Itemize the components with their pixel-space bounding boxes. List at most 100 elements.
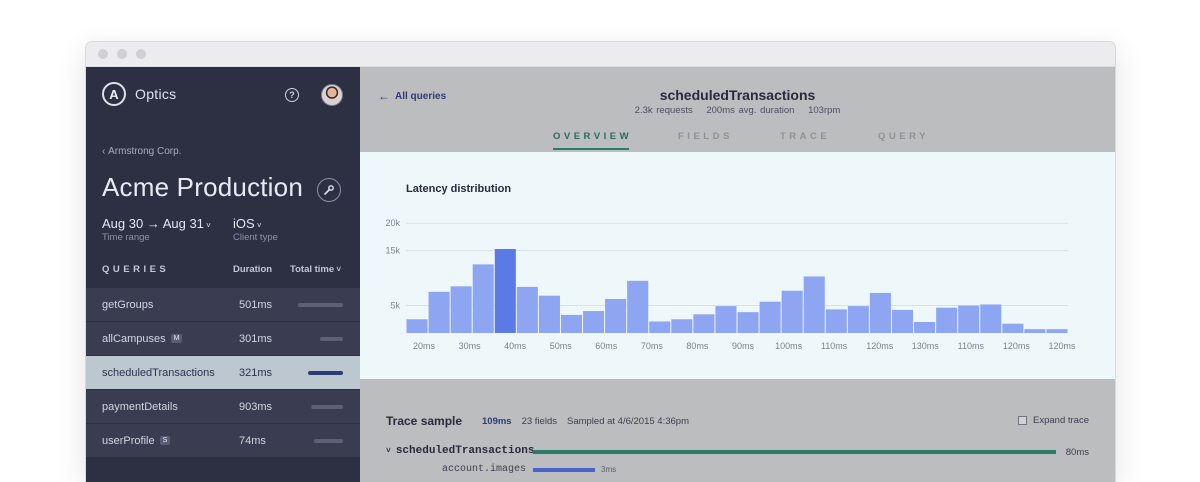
back-to-all-queries-link[interactable]: ← All queries [378, 89, 446, 103]
total-time-bar [297, 370, 343, 375]
latency-bar[interactable] [1002, 323, 1024, 333]
latency-bar[interactable] [560, 314, 583, 333]
latency-bar[interactable] [869, 292, 891, 333]
help-icon[interactable]: ? [285, 88, 299, 102]
latency-bar[interactable] [1046, 329, 1068, 333]
latency-bar[interactable] [605, 298, 627, 333]
tab-trace[interactable]: TRACE [780, 131, 831, 142]
trace-sample-panel: Trace sample 109ms 23 fields Sampled at … [360, 379, 1115, 482]
settings-button[interactable] [317, 178, 341, 202]
trace-sampled-at: Sampled at 4/6/2015 4:36pm [566, 416, 689, 427]
latency-bar[interactable] [627, 280, 649, 333]
latency-bar[interactable] [715, 306, 737, 333]
tab-fields[interactable]: FIELDS [678, 131, 733, 142]
latency-bar[interactable] [759, 301, 781, 333]
tab-query[interactable]: QUERY [878, 131, 929, 142]
total-time-bar [297, 438, 343, 443]
latency-bar[interactable] [936, 307, 958, 333]
latency-bar[interactable] [406, 319, 428, 333]
latency-bar[interactable] [450, 286, 472, 333]
trace-duration: 109ms [482, 416, 512, 427]
trace-root-row[interactable]: ˅ scheduledTransactions [386, 445, 534, 457]
x-tick-label: 80ms [686, 341, 709, 351]
expand-trace-toggle[interactable]: Expand trace [1018, 415, 1089, 426]
latency-bar[interactable] [516, 286, 538, 333]
window-close-dot[interactable] [98, 49, 108, 59]
query-row-getgroups[interactable]: getGroups 501ms [86, 288, 360, 322]
trace-child-duration: 3ms [601, 465, 617, 474]
total-time-column-header[interactable]: Total time ˅ [290, 264, 341, 275]
latency-bar[interactable] [891, 309, 914, 333]
latency-bar[interactable] [847, 306, 869, 333]
trace-child-name: account.images [442, 464, 527, 475]
y-tick-label: 5k [390, 301, 400, 311]
expand-trace-checkbox[interactable] [1018, 416, 1028, 425]
brand-name: Optics [135, 86, 177, 102]
latency-bar[interactable] [538, 295, 560, 333]
total-time-bar [297, 302, 343, 307]
window-minimize-dot[interactable] [117, 49, 127, 59]
back-link-label: All queries [395, 90, 447, 102]
latency-bar[interactable] [958, 305, 980, 333]
trace-child-bar [533, 468, 595, 472]
latency-bar[interactable] [803, 276, 825, 333]
latency-bar[interactable] [671, 319, 693, 333]
breadcrumb[interactable]: ‹ Armstrong Corp. [102, 146, 181, 157]
stat-rpm: 103rpm [808, 105, 841, 116]
tab-bar: OVERVIEW FIELDS TRACE QUERY [360, 131, 1115, 151]
query-duration: 301ms [239, 332, 273, 345]
avatar[interactable] [321, 84, 343, 106]
sidebar: A Optics ? ‹ Armstrong Corp. Acme Produc… [86, 67, 360, 482]
trace-meta: 109ms 23 fields Sampled at 4/6/2015 4:36… [482, 416, 689, 427]
total-time-label: Total time [290, 264, 335, 275]
query-row-paymentdetails[interactable]: paymentDetails 903ms [86, 390, 360, 424]
latency-bar[interactable] [649, 321, 671, 333]
x-tick-label: 70ms [641, 341, 664, 351]
query-badge: S [159, 436, 171, 445]
latency-bar[interactable] [980, 304, 1002, 333]
latency-bar[interactable] [1024, 329, 1046, 333]
latency-bar[interactable] [472, 264, 494, 333]
latency-bar[interactable] [825, 309, 847, 333]
page-title: Acme Production [102, 172, 303, 202]
main-panel: ← All queries scheduledTransactions 2.3k… [360, 67, 1115, 482]
query-duration: 321ms [239, 366, 273, 379]
query-duration: 903ms [239, 400, 273, 413]
query-name: userProfile [102, 434, 155, 447]
time-range-filter[interactable]: Aug 30 → Aug 31 ˅ Time range [102, 216, 211, 243]
total-time-bar [297, 336, 343, 341]
query-name: getGroups [102, 298, 154, 311]
client-type-value: iOS [233, 216, 255, 231]
latency-bar[interactable] [693, 314, 715, 333]
chevron-left-icon: ‹ [102, 146, 109, 157]
client-type-filter[interactable]: iOS ˅ Client type [233, 216, 278, 243]
total-time-bar-fill [310, 404, 343, 409]
latency-bar[interactable] [494, 249, 516, 333]
window-titlebar [86, 42, 1115, 67]
optics-logo-icon: A [102, 82, 126, 106]
query-badge: M [170, 334, 183, 343]
total-time-bar-fill [314, 438, 343, 443]
latency-bar[interactable] [583, 311, 605, 333]
chevron-down-icon: ˅ [386, 446, 391, 456]
query-name: paymentDetails [102, 400, 178, 413]
query-row-scheduledtransactions[interactable]: scheduledTransactions 321ms [86, 356, 360, 390]
queries-heading: QUERIES [102, 264, 170, 275]
query-row-userprofile[interactable]: userProfile S 74ms [86, 424, 360, 458]
latency-bar[interactable] [914, 322, 936, 333]
brand[interactable]: A Optics [102, 82, 176, 106]
tab-overview[interactable]: OVERVIEW [553, 131, 633, 142]
query-duration: 74ms [239, 434, 266, 447]
query-row-allcampuses[interactable]: allCampuses M 301ms [86, 322, 360, 356]
duration-column-header[interactable]: Duration [233, 264, 273, 275]
time-range-label: Time range [102, 232, 150, 243]
latency-bar[interactable] [781, 290, 803, 333]
latency-bar[interactable] [428, 291, 450, 333]
query-list: getGroups 501ms allCampuses M 301ms sched… [86, 288, 360, 458]
latency-bar[interactable] [737, 312, 759, 333]
window-zoom-dot[interactable] [136, 49, 146, 59]
time-range-value: Aug 30 → Aug 31 [102, 216, 204, 231]
active-tab-indicator [553, 148, 629, 150]
browser-window: A Optics ? ‹ Armstrong Corp. Acme Produc… [86, 42, 1115, 482]
x-tick-label: 120ms [1048, 341, 1076, 351]
